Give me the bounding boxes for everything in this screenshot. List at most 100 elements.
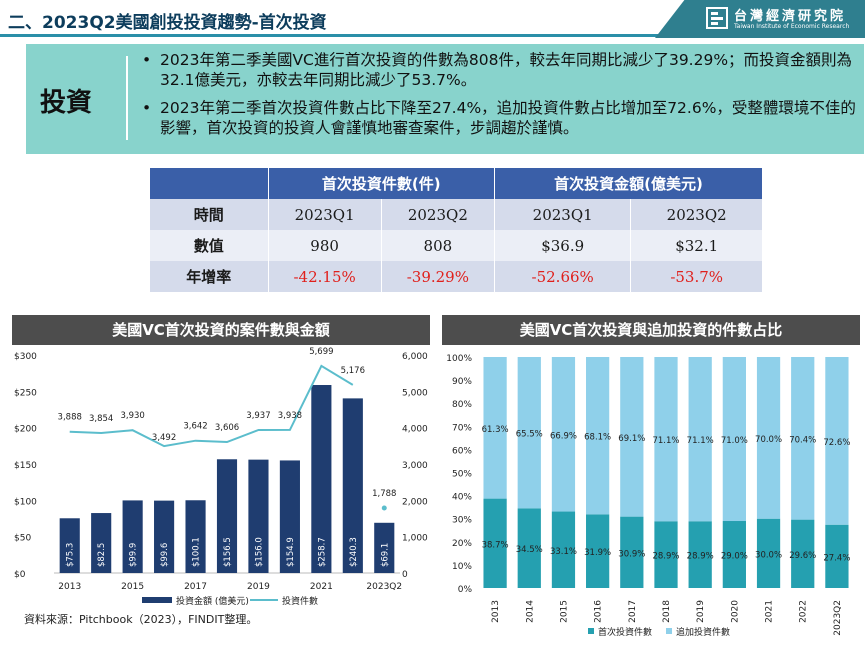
chart2-bar-follow	[586, 357, 610, 515]
chart2-x-tick: 2022	[799, 600, 809, 623]
summary-bullet-text: 2023年第二季首次投資件數占比下降至27.4%，追加投資件數占比增加至72.6…	[160, 99, 856, 137]
chart2-follow-label: 66.9%	[550, 431, 577, 441]
chart2-bar-first	[688, 521, 712, 588]
table-cell: 980	[268, 230, 382, 261]
chart2-title: 美國VC首次投資與追加投資的件數占比	[442, 315, 860, 345]
chart1-title: 美國VC首次投資的案件數與金額	[12, 315, 430, 345]
chart2-first-label: 28.9%	[652, 552, 679, 562]
chart2-y-tick: 0%	[458, 585, 473, 595]
chart2-bar-follow	[722, 357, 746, 522]
chart1-line-label: 3,937	[246, 411, 270, 421]
chart2-follow-label: 71.1%	[652, 436, 679, 446]
table-cell: 2023Q1	[494, 199, 632, 230]
chart1-bar-label: $99.6	[160, 543, 170, 567]
chart2-bar-follow	[620, 357, 644, 517]
chart2-bar-first	[586, 514, 610, 588]
chart2-y-tick: 80%	[452, 400, 472, 410]
chart2-x-tick: 2021	[765, 600, 775, 623]
chart2-follow-label: 70.4%	[789, 435, 816, 445]
chart1-bar	[185, 500, 206, 573]
chart1-y-left-tick: $250	[14, 388, 37, 398]
chart2-x-tick: 2013	[491, 600, 501, 623]
chart1-bar-label: $69.1	[380, 543, 390, 567]
chart2-bar-first	[756, 518, 781, 588]
chart2-bar-first	[825, 524, 849, 588]
chart2-follow-label: 71.0%	[721, 436, 748, 446]
table-cell: -53.7%	[630, 261, 763, 292]
chart2-first-label: 29.6%	[789, 551, 816, 561]
chart2-y-tick: 90%	[452, 377, 472, 387]
chart1-y-left-tick: $50	[14, 534, 31, 544]
chart1-y-left-tick: $200	[14, 425, 37, 435]
summary-label: 投資	[40, 88, 93, 118]
chart1-line-label: 5,176	[341, 366, 365, 376]
chart1-legend-bar-label: 投資金額 (億美元)	[176, 595, 249, 607]
chart2-y-tick: 60%	[452, 446, 472, 456]
summary-box: 投資 • 2023年第二季美國VC進行首次投資的件數為808件，較去年同期比減少…	[26, 44, 864, 154]
chart1-x-tick: 2023Q2	[366, 582, 402, 592]
chart1-bar-label: $154.9	[286, 537, 296, 567]
table-row: 年增率 -42.15% -39.29% -52.66% -53.7%	[150, 261, 763, 292]
chart2-bar-follow	[483, 357, 507, 499]
chart2-y-tick: 50%	[452, 470, 472, 480]
chart1-y-right-tick: 3,000	[402, 461, 428, 471]
chart1-y-left-tick: $300	[14, 352, 37, 362]
chart1-line-label: 3,888	[58, 413, 82, 423]
chart1-legend-line-label: 投資件數	[282, 595, 318, 607]
table-header-amount: 首次投資金額(億美元)	[494, 168, 764, 199]
table-row-label: 數值	[150, 230, 269, 261]
brand-name: 台灣經濟研究院	[734, 9, 847, 24]
chart2-x-tick: 2023Q2	[833, 600, 843, 636]
chart2-first-label: 38.7%	[482, 540, 509, 550]
chart1-x-tick: 2015	[121, 582, 144, 592]
chart2-bar-follow	[551, 357, 576, 512]
table-cell: 808	[381, 230, 495, 261]
table-row: 時間 2023Q1 2023Q2 2023Q1 2023Q2	[150, 199, 763, 230]
chart2-y-tick: 10%	[452, 562, 472, 572]
table-cell: $32.1	[630, 230, 763, 261]
chart2-bar-first	[551, 511, 576, 588]
chart1-line-label: 3,938	[278, 411, 302, 421]
chart1-y-left-tick: $0	[14, 570, 26, 580]
slide-header: 二、2023Q2美國創投投資趨勢-首次投資 台灣經濟研究院 Taiwan Ins…	[0, 0, 865, 38]
chart2-first-label: 30.9%	[618, 549, 645, 559]
table-row: 數值 980 808 $36.9 $32.1	[150, 230, 763, 261]
chart2-x-tick: 2019	[696, 600, 706, 623]
chart1-legend-bar-swatch	[142, 597, 172, 603]
chart1-bar	[342, 398, 363, 573]
stats-table: 首次投資件數(件) 首次投資金額(億美元) 時間 2023Q1 2023Q2 2…	[150, 168, 764, 292]
chart1-line-point	[381, 505, 387, 511]
chart1-line-series	[69, 364, 354, 448]
chart2-x-tick: 2020	[730, 600, 740, 623]
table-cell: -52.66%	[494, 261, 632, 292]
brand-banner	[655, 0, 865, 38]
chart1-bar	[91, 513, 112, 573]
chart2-bar-first	[483, 498, 507, 588]
chart2-x-tick: 2015	[559, 600, 569, 623]
chart1-bar	[311, 385, 332, 573]
chart2-legend-first-label: 首次投資件數	[598, 626, 652, 638]
chart1-bar-label: $99.9	[129, 543, 139, 567]
chart1-y-right-tick: 6,000	[402, 352, 428, 362]
chart1-bar-label: $156.5	[223, 537, 233, 567]
chart1-line-label: 3,606	[215, 423, 239, 433]
chart2-follow-label: 72.6%	[823, 438, 850, 448]
chart1-bar	[279, 460, 300, 573]
chart1-y-right-tick: 2,000	[402, 497, 428, 507]
chart1-y-left-tick: $100	[14, 497, 37, 507]
chart2-follow-label: 69.1%	[618, 434, 645, 444]
chart2-bar-follow	[688, 357, 712, 522]
summary-bullet-text: 2023年第二季美國VC進行首次投資的件數為808件，較去年同期比減少了39.2…	[160, 51, 853, 89]
bullet-dot-icon: •	[142, 99, 152, 117]
chart2-x-tick: 2018	[662, 600, 672, 623]
brand-subtitle: Taiwan Institute of Economic Research	[734, 23, 850, 30]
chart1-line-label: 3,642	[183, 422, 207, 432]
table-header-count: 首次投資件數(件)	[268, 168, 495, 199]
chart1-combo-chart: $300 $250 $200 $150 $100 $50 $0 6,000 5,000 4,000…	[14, 347, 428, 607]
bullet-dot-icon: •	[142, 51, 152, 69]
chart1-bar-label: $75.3	[66, 543, 76, 567]
table-cell: 2023Q1	[268, 199, 382, 230]
summary-bullets: • 2023年第二季美國VC進行首次投資的件數為808件，較去年同期比減少了39…	[138, 50, 858, 146]
table-cell: -39.29%	[381, 261, 495, 292]
chart2-y-tick: 40%	[452, 493, 472, 503]
